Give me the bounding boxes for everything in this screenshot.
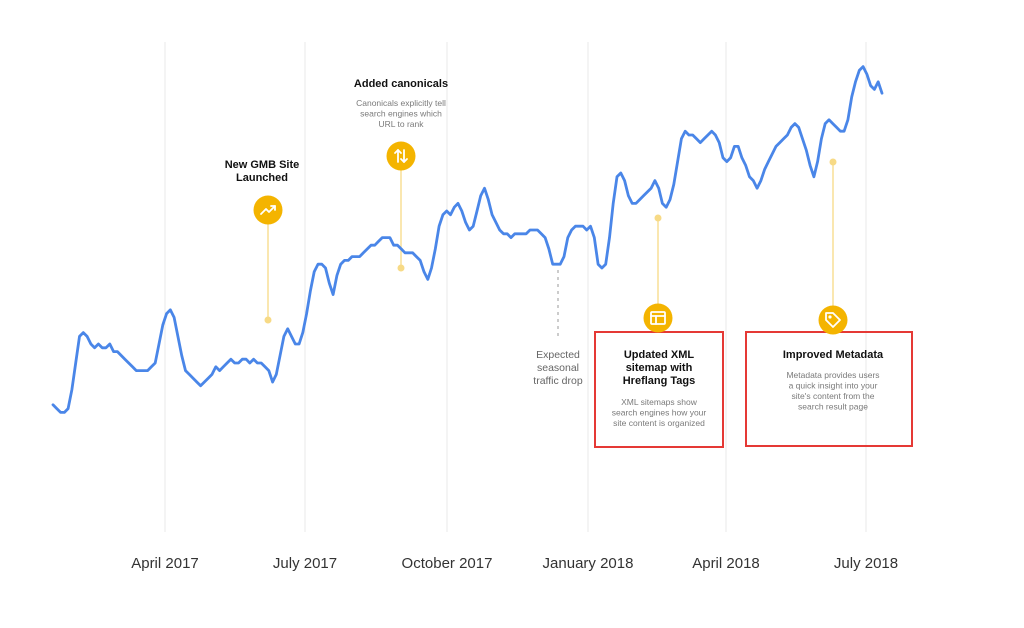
x-tick-label: October 2017 bbox=[402, 555, 493, 572]
swap-vertical-icon bbox=[386, 141, 416, 171]
annotation-dot bbox=[654, 214, 662, 222]
annotation-title: Hreflang Tags bbox=[623, 375, 696, 387]
vertical-gridlines bbox=[164, 42, 867, 532]
annotation-title: Updated XML bbox=[624, 349, 695, 361]
x-tick-label: July 2018 bbox=[834, 555, 898, 572]
annotation-title: Added canonicals bbox=[354, 78, 448, 90]
annotation-dot bbox=[264, 316, 272, 324]
annotation-description: a quick insight into your bbox=[789, 381, 878, 391]
traffic-line bbox=[51, 65, 884, 414]
trending-up-icon bbox=[253, 195, 283, 225]
x-tick-label: January 2018 bbox=[543, 555, 634, 572]
x-tick-label: July 2017 bbox=[273, 555, 337, 572]
annotation-dot bbox=[397, 264, 405, 272]
annotation-description: XML sitemaps show bbox=[621, 397, 698, 407]
seasonal-note-text: seasonal bbox=[537, 362, 579, 374]
x-tick-label: April 2017 bbox=[131, 555, 199, 572]
annotation-description: site's content from the bbox=[792, 391, 875, 401]
annotation-title: sitemap with bbox=[626, 362, 693, 374]
seasonal-note-text: traffic drop bbox=[533, 375, 583, 387]
tag-icon bbox=[818, 305, 848, 335]
seasonal-note-text: Expected bbox=[536, 349, 580, 361]
annotation-dot bbox=[829, 158, 837, 166]
annotation-1: Added canonicals Canonicals explicitly te… bbox=[354, 78, 448, 171]
annotation-description: search result page bbox=[798, 402, 868, 412]
annotation-title: New GMB Site bbox=[225, 159, 300, 171]
annotation-description: site content is organized bbox=[613, 418, 705, 428]
annotation-title: Launched bbox=[236, 172, 288, 184]
annotation-description: URL to rank bbox=[378, 119, 424, 129]
sitemap-icon bbox=[643, 303, 673, 333]
annotation-description: Canonicals explicitly tell bbox=[356, 98, 446, 108]
annotation-3: Improved Metadata Metadata provides users… bbox=[745, 305, 913, 447]
x-tick-label: April 2018 bbox=[692, 555, 760, 572]
annotation-connectors bbox=[264, 156, 837, 324]
annotation-description: search engines how your bbox=[612, 408, 707, 418]
x-axis-tick-labels: April 2017 July 2017 October 2017 January 2… bbox=[131, 555, 898, 572]
annotation-description: Metadata provides users bbox=[786, 370, 879, 380]
annotation-description: search engines which bbox=[360, 109, 442, 119]
annotation-title: Improved Metadata bbox=[783, 349, 884, 361]
